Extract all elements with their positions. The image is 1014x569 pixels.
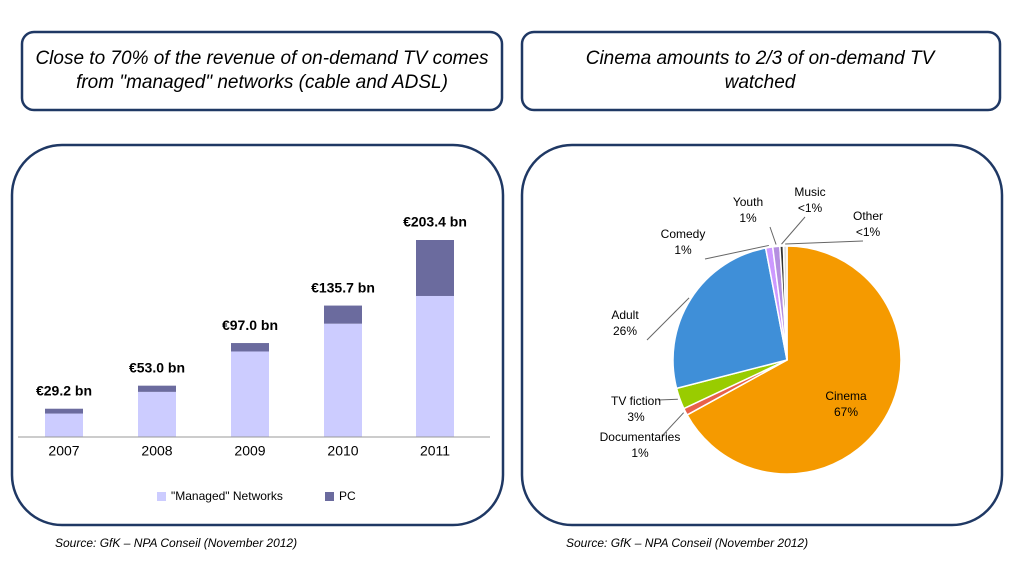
- pie-slice: [686, 245, 902, 475]
- bar-segment: [324, 305, 362, 324]
- x-tick-label: 2008: [141, 443, 172, 459]
- leader-line: [769, 226, 777, 245]
- bar-segment: [138, 385, 176, 392]
- heading-box: [20, 30, 504, 112]
- leader-line: [781, 216, 806, 245]
- leader-line: [704, 244, 769, 260]
- leader-line: [661, 412, 685, 437]
- slice-label: Cinema: [825, 389, 867, 403]
- slice-value: 1%: [739, 211, 757, 225]
- heading: Cinema amounts to 2/3 of on-demand TV wa…: [585, 48, 935, 93]
- bar-segment: [45, 408, 83, 414]
- total-label: €203.4 bn: [403, 214, 467, 230]
- heading: Close to 70% of the revenue of on-demand…: [35, 48, 489, 93]
- pie-slice: [672, 247, 788, 390]
- bar-segment: [416, 240, 454, 296]
- total-label: €97.0 bn: [222, 317, 278, 333]
- x-tick-label: 2009: [234, 443, 265, 459]
- slice-label: Documentaries: [600, 430, 681, 444]
- slice-label: Youth: [733, 195, 763, 209]
- leader-line: [785, 240, 864, 245]
- slice-label: Adult: [611, 308, 639, 322]
- total-label: €53.0 bn: [129, 359, 185, 375]
- slice-value: 1%: [631, 446, 649, 460]
- source: Source: GfK – NPA Conseil (November 2012…: [55, 536, 297, 550]
- slice-label: Comedy: [661, 227, 706, 241]
- heading-wrap: Cinema amounts to 2/3 of on-demand TV wa…: [585, 48, 935, 93]
- x-tick-label: 2010: [327, 443, 358, 459]
- legend-swatch: [325, 492, 334, 501]
- slice-value: 26%: [613, 324, 637, 338]
- slice-label: TV fiction: [611, 394, 661, 408]
- bar-segment: [231, 351, 269, 437]
- legend-label: PC: [339, 489, 356, 503]
- legend-label: "Managed" Networks: [171, 489, 283, 503]
- source: Source: GfK – NPA Conseil (November 2012…: [566, 536, 808, 550]
- heading-wrap: Close to 70% of the revenue of on-demand…: [35, 48, 489, 93]
- total-label: €135.7 bn: [311, 279, 375, 295]
- slice-value: <1%: [798, 201, 823, 215]
- slice-label: Music: [794, 185, 825, 199]
- bar-segment: [45, 413, 83, 437]
- total-label: €29.2 bn: [36, 382, 92, 398]
- heading-box: [520, 30, 1002, 112]
- slice-value: 1%: [674, 243, 692, 257]
- slice-value: 67%: [834, 405, 858, 419]
- bar-segment: [231, 343, 269, 352]
- bar-segment: [138, 391, 176, 437]
- pie-slice: [782, 245, 788, 361]
- x-tick-label: 2011: [420, 443, 450, 459]
- chart-panel: [10, 143, 505, 527]
- slice-label: Other: [853, 209, 883, 223]
- leader-line: [657, 398, 678, 401]
- slice-value: 3%: [627, 410, 645, 424]
- slice-value: <1%: [856, 225, 881, 239]
- bar-segment: [324, 323, 362, 437]
- bar-segment: [416, 295, 454, 437]
- x-tick-label: 2007: [48, 443, 79, 459]
- leader-line: [646, 297, 690, 341]
- legend-swatch: [157, 492, 166, 501]
